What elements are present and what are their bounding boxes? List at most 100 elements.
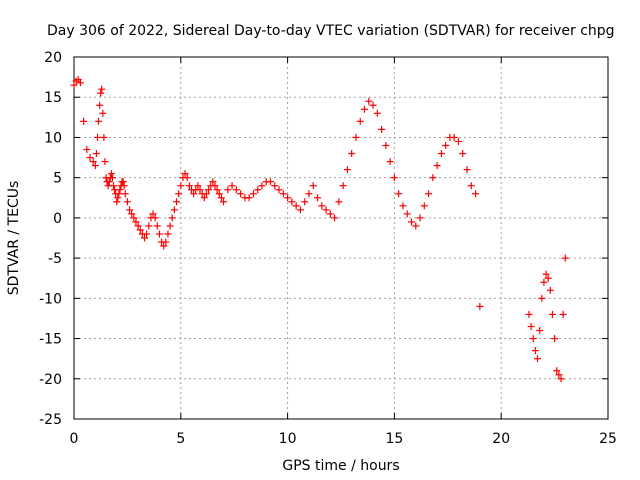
data-point bbox=[542, 270, 550, 278]
data-point bbox=[128, 210, 136, 218]
data-point bbox=[202, 190, 210, 198]
data-point bbox=[220, 198, 228, 206]
data-point bbox=[200, 194, 208, 202]
data-point bbox=[292, 202, 300, 210]
data-point bbox=[136, 226, 144, 234]
x-tick-label: 20 bbox=[492, 431, 510, 447]
data-point bbox=[145, 222, 153, 230]
data-point bbox=[70, 81, 78, 89]
data-point bbox=[335, 198, 343, 206]
x-tick-label: 5 bbox=[176, 431, 185, 447]
data-point bbox=[162, 238, 170, 246]
data-point bbox=[420, 202, 428, 210]
data-point bbox=[173, 198, 181, 206]
data-point bbox=[395, 190, 403, 198]
data-point bbox=[352, 133, 360, 141]
data-point bbox=[301, 198, 309, 206]
data-point bbox=[151, 214, 159, 222]
data-point bbox=[228, 182, 236, 190]
data-point bbox=[100, 133, 108, 141]
data-point bbox=[544, 274, 552, 282]
data-point bbox=[155, 230, 163, 238]
data-point bbox=[205, 186, 213, 194]
data-point bbox=[175, 190, 183, 198]
data-point bbox=[166, 222, 174, 230]
data-point bbox=[83, 146, 91, 154]
data-point bbox=[190, 190, 198, 198]
data-point bbox=[386, 158, 394, 166]
y-tick-label: 20 bbox=[44, 50, 62, 66]
data-point bbox=[531, 347, 539, 355]
data-point bbox=[476, 302, 484, 310]
data-point bbox=[538, 294, 546, 302]
data-point bbox=[557, 375, 565, 383]
x-tick-label: 0 bbox=[70, 431, 79, 447]
data-point bbox=[97, 89, 105, 97]
data-point bbox=[322, 206, 330, 214]
data-point bbox=[525, 310, 533, 318]
data-point bbox=[168, 214, 176, 222]
data-point bbox=[249, 190, 257, 198]
data-point bbox=[196, 186, 204, 194]
data-point bbox=[245, 194, 253, 202]
data-point bbox=[348, 150, 356, 158]
data-point bbox=[343, 166, 351, 174]
data-point bbox=[314, 194, 322, 202]
data-point bbox=[134, 222, 142, 230]
data-point bbox=[130, 214, 138, 222]
data-point bbox=[160, 242, 168, 250]
x-tick-label: 25 bbox=[599, 431, 617, 447]
data-point bbox=[403, 210, 411, 218]
data-point bbox=[105, 178, 113, 186]
data-point bbox=[559, 310, 567, 318]
data-point bbox=[467, 182, 475, 190]
data-point bbox=[113, 198, 121, 206]
data-point bbox=[529, 335, 537, 343]
data-point bbox=[89, 158, 97, 166]
y-tick-label: -5 bbox=[48, 251, 62, 267]
data-point bbox=[215, 190, 223, 198]
data-point bbox=[318, 202, 326, 210]
x-tick-label: 10 bbox=[279, 431, 297, 447]
data-point bbox=[390, 174, 398, 182]
data-point bbox=[548, 310, 556, 318]
data-point bbox=[463, 166, 471, 174]
x-tick-labels: 0 5 10 15 20 25 bbox=[70, 431, 617, 447]
data-point bbox=[378, 125, 386, 133]
y-tick-label: 10 bbox=[44, 130, 62, 146]
plot-frame bbox=[73, 56, 609, 420]
data-point bbox=[258, 182, 266, 190]
data-point bbox=[80, 117, 88, 125]
data-point bbox=[110, 182, 118, 190]
data-point bbox=[217, 194, 225, 202]
data-point bbox=[232, 186, 240, 194]
data-point bbox=[399, 202, 407, 210]
chart-title: Day 306 of 2022, Sidereal Day-to-day VTE… bbox=[47, 23, 615, 39]
data-point bbox=[527, 322, 535, 330]
data-point bbox=[555, 371, 563, 379]
data-point bbox=[382, 141, 390, 149]
data-point bbox=[101, 158, 109, 166]
data-point bbox=[123, 198, 131, 206]
data-point bbox=[177, 182, 185, 190]
y-tick-label: -25 bbox=[39, 412, 62, 428]
data-point bbox=[164, 230, 172, 238]
data-point bbox=[153, 222, 161, 230]
data-point bbox=[339, 182, 347, 190]
data-point bbox=[326, 210, 334, 218]
data-point bbox=[209, 178, 217, 186]
data-point bbox=[107, 170, 115, 178]
data-point bbox=[546, 286, 554, 294]
data-point bbox=[116, 186, 124, 194]
data-point bbox=[140, 234, 148, 242]
data-point bbox=[183, 174, 191, 182]
data-point bbox=[553, 367, 561, 375]
data-point bbox=[540, 278, 548, 286]
data-point bbox=[373, 109, 381, 117]
data-point bbox=[170, 206, 178, 214]
axis-ticks bbox=[73, 56, 609, 420]
data-point bbox=[425, 190, 433, 198]
data-point bbox=[429, 174, 437, 182]
data-point bbox=[254, 186, 262, 194]
